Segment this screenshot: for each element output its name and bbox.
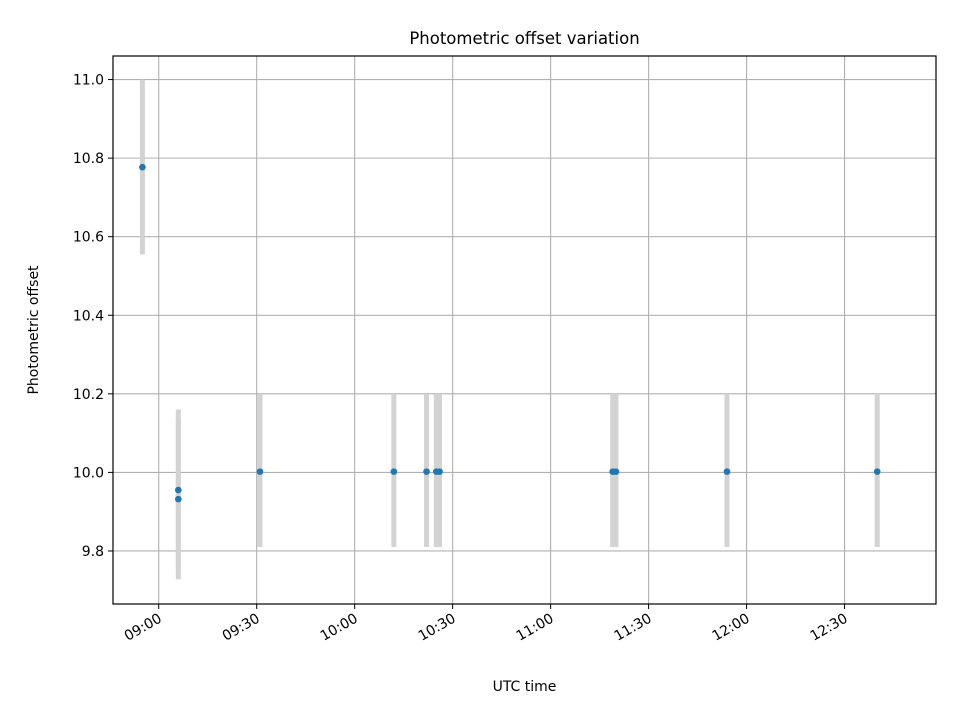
- x-tick-label: 11:00: [514, 611, 557, 645]
- data-point: [390, 468, 398, 475]
- data-points: [139, 163, 881, 503]
- x-tick-label: 11:30: [612, 611, 655, 645]
- y-axis-label: Photometric offset: [26, 265, 42, 395]
- data-point: [139, 163, 146, 171]
- x-tick-label: 12:30: [808, 611, 851, 645]
- data-point: [175, 495, 182, 503]
- y-axis: 9.8 10.0 10.2 10.4 10.6 10.8 11.0: [73, 73, 113, 560]
- data-point: [256, 468, 264, 475]
- data-point: [423, 468, 430, 475]
- data-point: [175, 486, 182, 494]
- grid: [113, 56, 936, 604]
- chart-title: Photometric offset variation: [409, 29, 639, 48]
- x-tick-label: 10:30: [416, 611, 459, 645]
- data-point: [723, 468, 731, 475]
- y-tick-label: 10.4: [73, 308, 104, 324]
- x-tick-label: 10:00: [318, 611, 361, 645]
- x-axis-label: UTC time: [493, 679, 557, 695]
- x-tick-label: 09:30: [220, 611, 263, 645]
- y-tick-label: 11.0: [73, 73, 104, 89]
- data-point: [612, 468, 620, 475]
- y-tick-label: 10.2: [73, 387, 104, 403]
- data-point: [873, 468, 881, 475]
- x-tick-label: 09:00: [122, 611, 165, 645]
- x-tick-label: 12:00: [710, 611, 753, 645]
- error-bars: [139, 79, 880, 580]
- plot-frame: [112, 55, 937, 605]
- y-tick-label: 10.8: [73, 151, 104, 167]
- y-tick-label: 10.6: [73, 230, 104, 246]
- x-axis: 09:00 09:30 10:00 10:30 11:00 11:30 12:00 12:30: [122, 604, 851, 645]
- y-tick-label: 10.0: [73, 465, 104, 481]
- data-point: [436, 468, 443, 475]
- y-tick-label: 9.8: [82, 544, 104, 560]
